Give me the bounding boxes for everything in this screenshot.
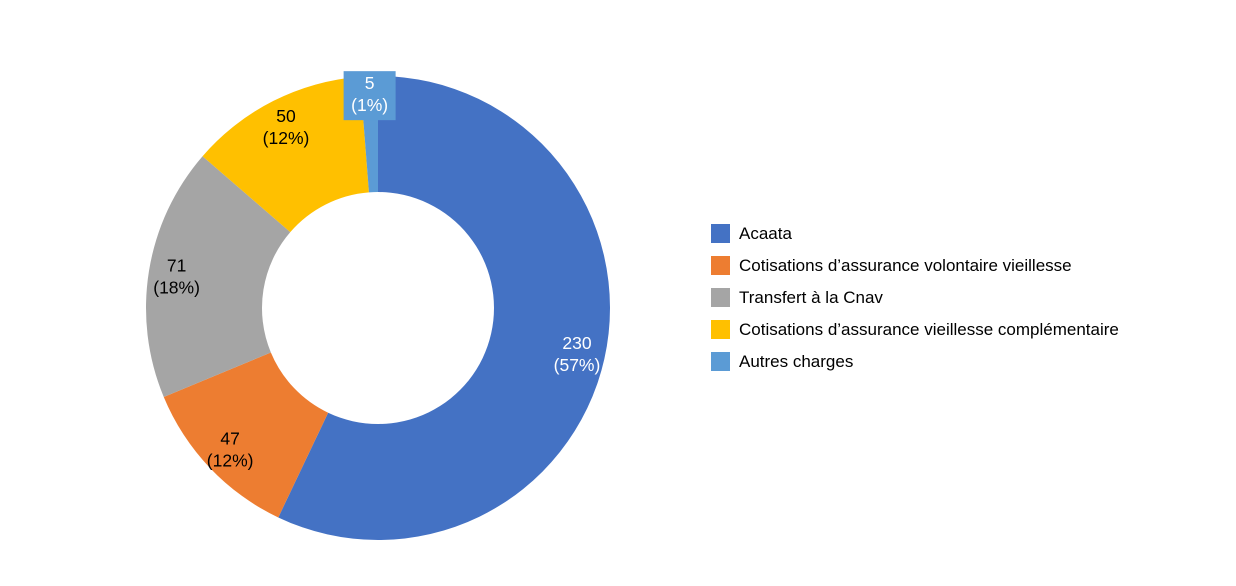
legend: Acaata Cotisations d’assurance volontaire… bbox=[711, 224, 1119, 384]
legend-item-4: Autres charges bbox=[711, 352, 1119, 371]
legend-swatch bbox=[711, 352, 730, 371]
slice-label-0: 230 (57%) bbox=[554, 333, 601, 375]
slice-label-2: 71 (18%) bbox=[153, 256, 200, 298]
legend-label: Cotisations d’assurance vieillesse compl… bbox=[739, 320, 1119, 339]
pie-slice-2 bbox=[146, 156, 291, 397]
legend-item-3: Cotisations d’assurance vieillesse compl… bbox=[711, 320, 1119, 339]
slice-label-1: 47 (12%) bbox=[207, 429, 254, 471]
legend-swatch bbox=[711, 288, 730, 307]
legend-swatch bbox=[711, 256, 730, 275]
slice-label-chip-4 bbox=[343, 71, 396, 121]
legend-swatch bbox=[711, 320, 730, 339]
legend-item-2: Transfert à la Cnav bbox=[711, 288, 1119, 307]
legend-item-1: Cotisations d’assurance volontaire vieil… bbox=[711, 256, 1119, 275]
legend-label: Autres charges bbox=[739, 352, 854, 371]
pie-slice-0 bbox=[278, 76, 611, 540]
legend-label: Acaata bbox=[739, 224, 792, 243]
legend-item-0: Acaata bbox=[711, 224, 1119, 243]
pie-slice-3 bbox=[202, 76, 369, 233]
slice-label-4: 5 (1%) bbox=[351, 73, 388, 115]
legend-label: Cotisations d’assurance volontaire vieil… bbox=[739, 256, 1072, 275]
slice-label-3: 50 (12%) bbox=[263, 106, 310, 148]
pie-slice-1 bbox=[163, 352, 329, 518]
legend-label: Transfert à la Cnav bbox=[739, 288, 883, 307]
donut-chart: 230 (57%) 47 (12%) 71 (18%) 50 (12%) 5 (1%) bbox=[146, 71, 611, 540]
legend-swatch bbox=[711, 224, 730, 243]
